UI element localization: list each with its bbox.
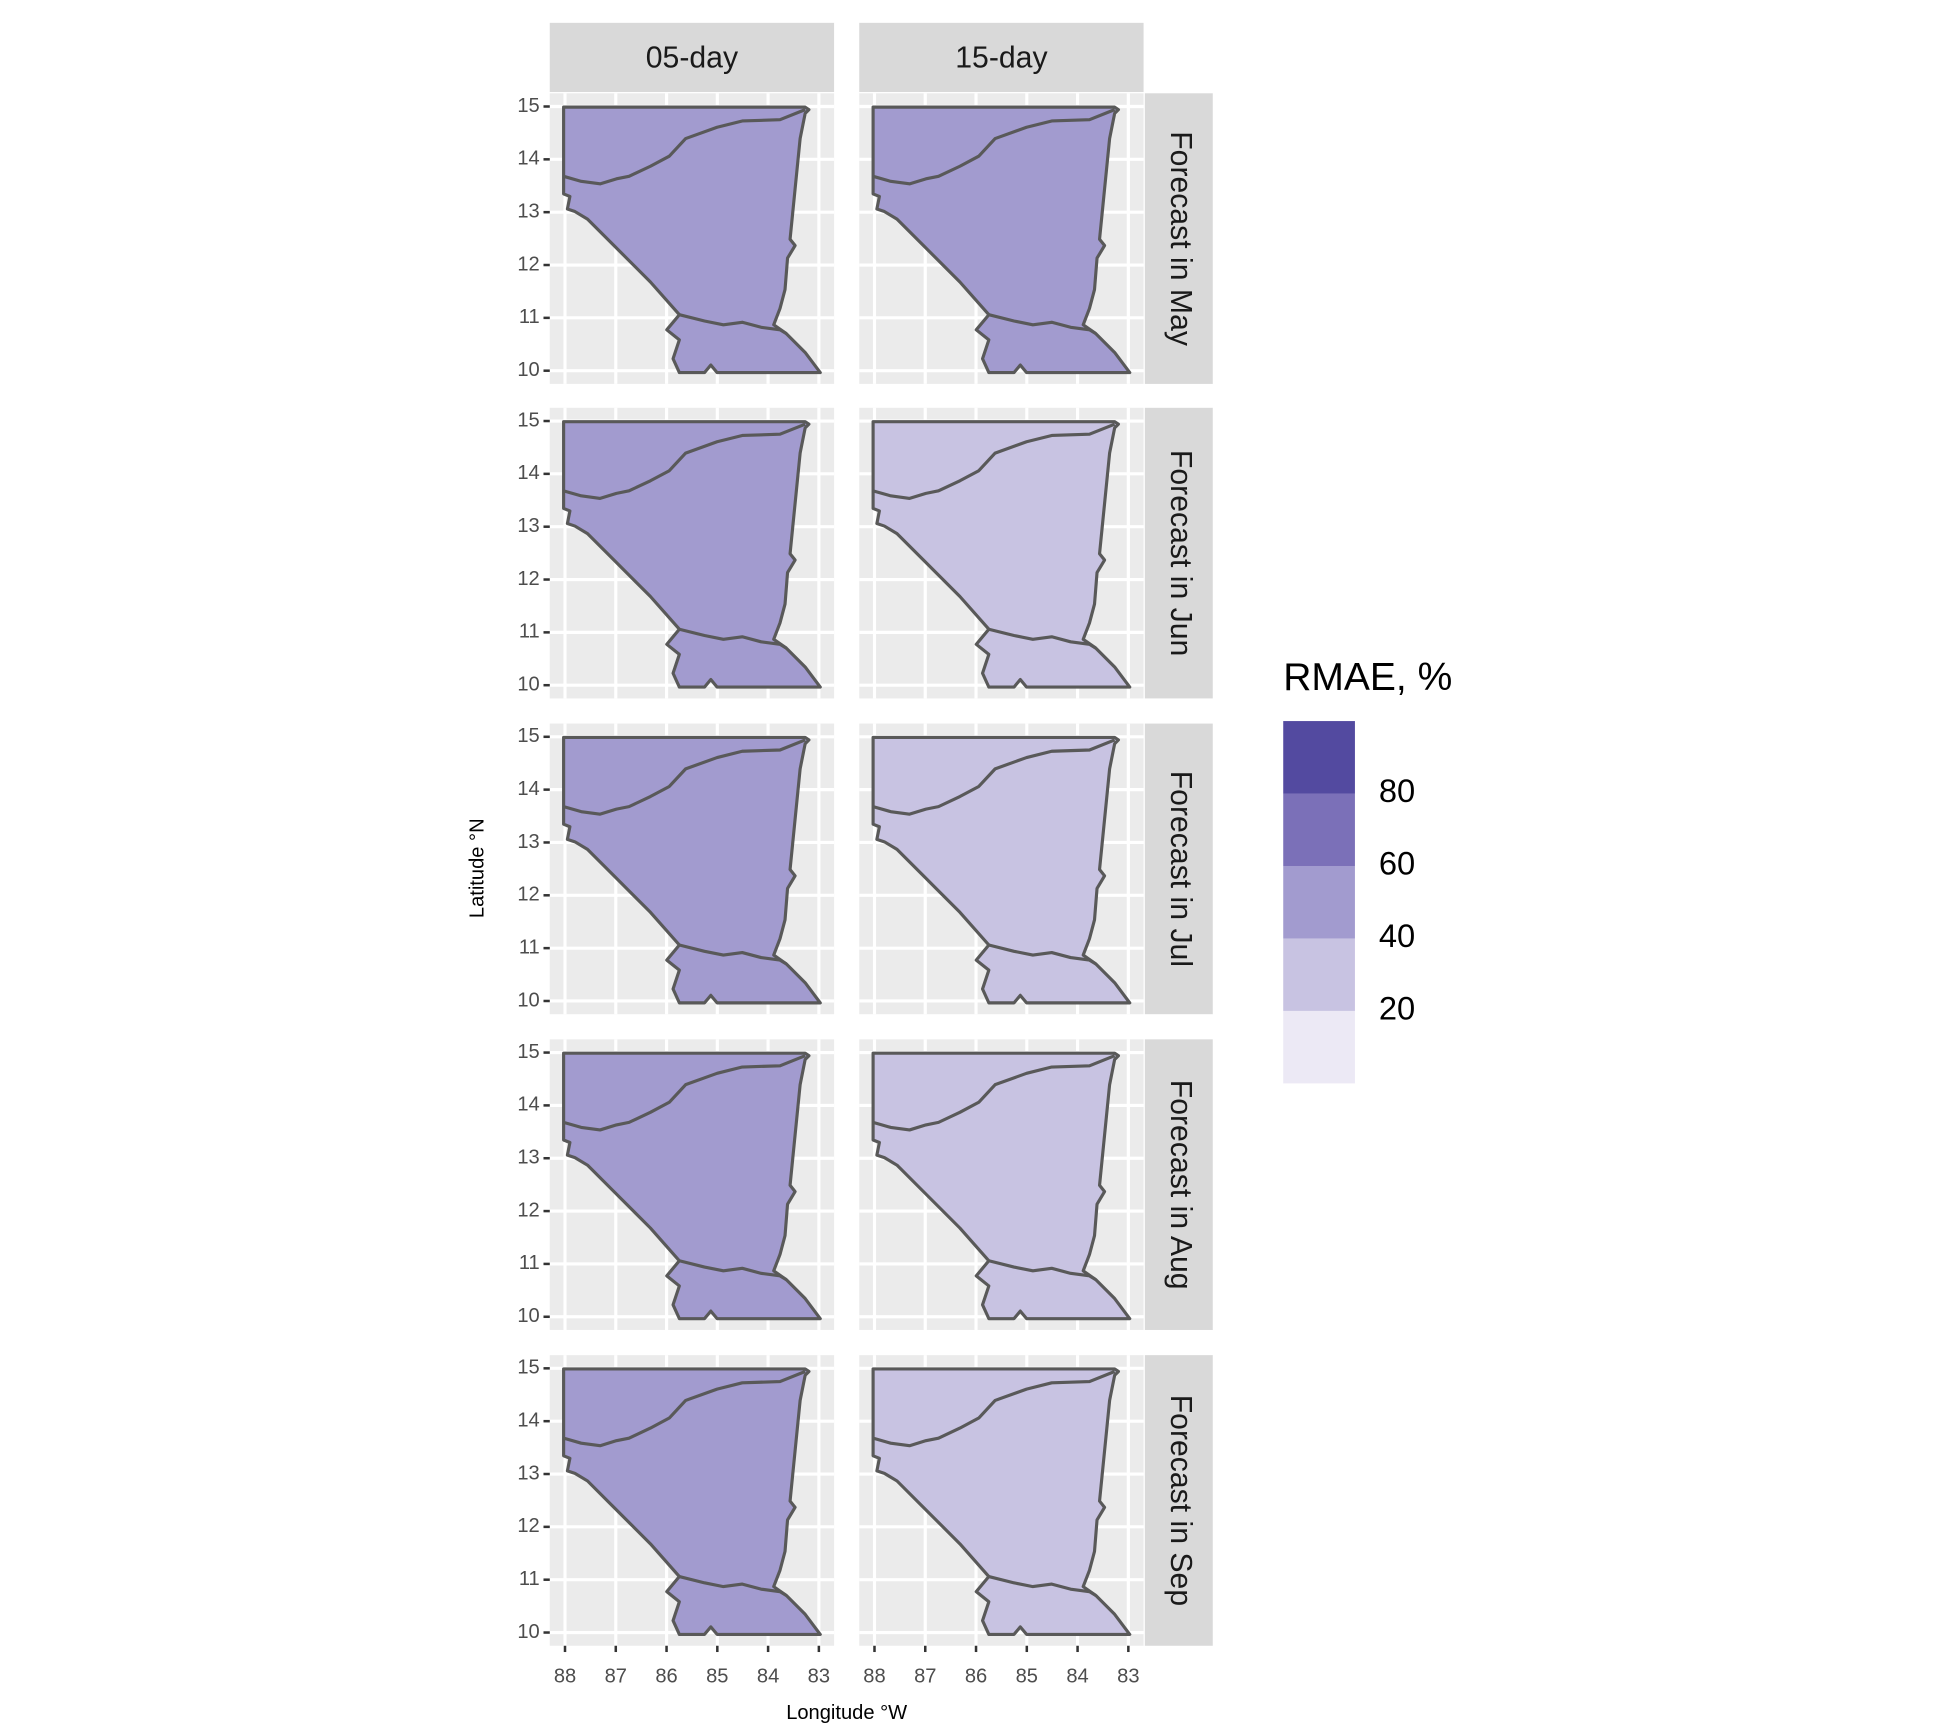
row-label: Forecast in Aug bbox=[1164, 1080, 1197, 1290]
legend-label: 60 bbox=[1379, 845, 1415, 882]
y-tick-label: 12 bbox=[517, 568, 539, 590]
legend-key bbox=[1283, 793, 1355, 866]
y-tick-label: 13 bbox=[517, 200, 539, 222]
column-label: 15-day bbox=[955, 41, 1048, 74]
y-tick-label: 15 bbox=[517, 409, 539, 431]
y-tick-label: 12 bbox=[517, 253, 539, 275]
x-axis-title: Longitude °W bbox=[786, 1702, 907, 1724]
x-tick-label: 83 bbox=[808, 1666, 830, 1688]
y-tick-label: 13 bbox=[517, 1462, 539, 1484]
x-tick-label: 86 bbox=[965, 1666, 987, 1688]
y-tick-label: 13 bbox=[517, 515, 539, 537]
x-tick-label: 84 bbox=[1066, 1666, 1088, 1688]
y-tick-label: 11 bbox=[519, 621, 540, 643]
y-tick-label: 10 bbox=[517, 1621, 539, 1643]
y-tick-label: 10 bbox=[517, 1305, 539, 1327]
strip bbox=[859, 22, 1144, 93]
x-tick-label: 87 bbox=[914, 1666, 936, 1688]
strip bbox=[1144, 407, 1213, 699]
legend-key bbox=[1283, 865, 1355, 939]
x-tick-label: 83 bbox=[1117, 1666, 1139, 1688]
row-label: Forecast in Jun bbox=[1164, 450, 1197, 656]
x-tick-label: 88 bbox=[863, 1666, 885, 1688]
y-tick-label: 14 bbox=[517, 1094, 539, 1116]
y-tick-label: 10 bbox=[517, 359, 539, 381]
strip bbox=[549, 22, 835, 93]
x-tick-label: 88 bbox=[554, 1666, 576, 1688]
y-tick-label: 12 bbox=[517, 1515, 539, 1537]
y-tick-label: 15 bbox=[517, 1041, 539, 1063]
y-axis-title: Latitude °N bbox=[466, 818, 488, 918]
strip bbox=[1144, 1039, 1213, 1330]
y-tick-label: 11 bbox=[519, 1568, 540, 1590]
y-tick-label: 10 bbox=[517, 989, 539, 1011]
column-label: 05-day bbox=[646, 41, 739, 74]
y-tick-label: 15 bbox=[517, 1357, 539, 1379]
legend-label: 40 bbox=[1379, 917, 1415, 954]
x-tick-label: 86 bbox=[655, 1666, 677, 1688]
strip bbox=[1144, 723, 1213, 1015]
strip bbox=[1144, 93, 1213, 384]
legend-label: 20 bbox=[1379, 990, 1415, 1027]
y-tick-label: 14 bbox=[517, 1409, 539, 1431]
legend-key bbox=[1283, 721, 1355, 794]
y-tick-label: 15 bbox=[517, 95, 539, 117]
y-tick-label: 11 bbox=[519, 1252, 540, 1274]
y-tick-label: 10 bbox=[517, 674, 539, 696]
legend-title: RMAE, % bbox=[1283, 656, 1452, 699]
y-tick-label: 13 bbox=[517, 831, 539, 853]
x-tick-label: 85 bbox=[706, 1666, 728, 1688]
legend-key bbox=[1283, 1010, 1355, 1084]
legend-key bbox=[1283, 938, 1355, 1011]
row-label: Forecast in Jul bbox=[1164, 771, 1197, 967]
row-label: Forecast in May bbox=[1164, 131, 1197, 347]
y-tick-label: 14 bbox=[517, 778, 539, 800]
row-label: Forecast in Sep bbox=[1164, 1395, 1197, 1606]
y-tick-label: 15 bbox=[517, 725, 539, 747]
y-tick-label: 12 bbox=[517, 884, 539, 906]
y-tick-label: 14 bbox=[517, 148, 539, 170]
y-tick-label: 11 bbox=[519, 306, 540, 328]
y-tick-label: 12 bbox=[517, 1199, 539, 1221]
x-tick-label: 87 bbox=[605, 1666, 627, 1688]
x-tick-label: 85 bbox=[1016, 1666, 1038, 1688]
legend-label: 80 bbox=[1379, 772, 1415, 809]
strip bbox=[1144, 1355, 1213, 1646]
y-tick-label: 13 bbox=[517, 1147, 539, 1169]
x-tick-label: 84 bbox=[757, 1666, 779, 1688]
y-tick-label: 11 bbox=[519, 936, 540, 958]
y-tick-label: 14 bbox=[517, 462, 539, 484]
